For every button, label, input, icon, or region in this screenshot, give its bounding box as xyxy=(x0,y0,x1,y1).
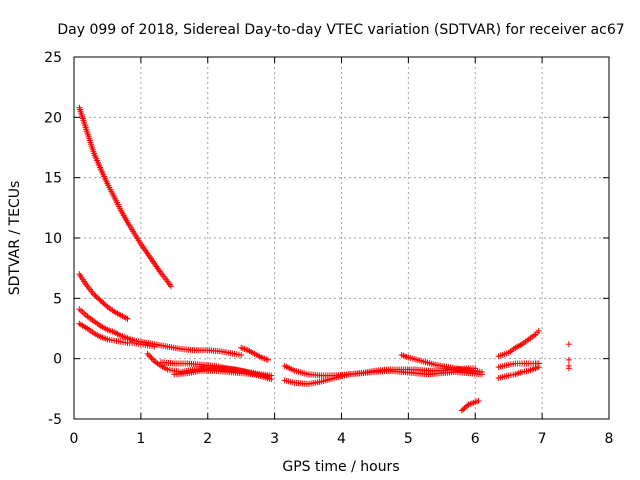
data-point xyxy=(144,350,151,357)
data-point xyxy=(565,365,572,372)
data-point xyxy=(167,283,174,290)
x-tick-label: 0 xyxy=(70,431,79,447)
x-axis-label: GPS time / hours xyxy=(282,459,399,475)
series-arc-8 xyxy=(171,367,271,380)
series-arc-15 xyxy=(495,364,542,381)
y-tick-label: 20 xyxy=(44,110,62,126)
series-arc-4 xyxy=(76,320,158,350)
x-tick-label: 7 xyxy=(538,431,547,447)
data-point xyxy=(148,355,155,362)
data-point xyxy=(147,353,154,360)
data-point xyxy=(238,352,245,359)
data-point xyxy=(565,356,572,363)
x-tick-label: 1 xyxy=(136,431,145,447)
data-point xyxy=(478,368,485,375)
y-tick-label: 25 xyxy=(44,50,62,66)
series-arc-11 xyxy=(398,352,485,375)
data-point xyxy=(264,356,271,363)
data-point xyxy=(145,352,152,359)
y-axis-label: SDTVAR / TECUs xyxy=(7,181,23,296)
grid-lines xyxy=(74,57,609,419)
y-tick-label: 10 xyxy=(44,231,62,247)
x-tick-label: 3 xyxy=(270,431,279,447)
data-point xyxy=(565,341,572,348)
axis-ticks xyxy=(73,56,610,420)
data-point xyxy=(475,397,482,404)
x-tick-label: 8 xyxy=(605,431,614,447)
data-point xyxy=(264,373,271,380)
x-tick-label: 6 xyxy=(471,431,480,447)
series-arc-5 xyxy=(238,344,271,363)
series-arc-3 xyxy=(76,306,245,359)
series-arc-13 xyxy=(495,327,542,360)
series-arc-10 xyxy=(281,362,485,379)
data-point xyxy=(464,402,471,409)
series-arc-12 xyxy=(458,397,482,414)
series-arc-2 xyxy=(76,271,131,322)
y-tick-label: 0 xyxy=(53,352,62,368)
data-point xyxy=(535,327,542,334)
series-arc-1 xyxy=(76,104,174,290)
x-tick-label: 5 xyxy=(404,431,413,447)
x-tick-label: 2 xyxy=(203,431,212,447)
data-points xyxy=(76,104,572,414)
data-point xyxy=(103,302,110,309)
y-tick-label: 15 xyxy=(44,171,62,187)
chart-title: Day 099 of 2018, Sidereal Day-to-day VTE… xyxy=(57,22,624,38)
data-point xyxy=(124,315,131,322)
data-point xyxy=(151,343,158,350)
series-arc-16 xyxy=(565,341,572,372)
data-point xyxy=(268,376,275,383)
x-tick-labels: 0 1 2 3 4 5 6 7 8 xyxy=(70,431,614,447)
y-tick-label: 5 xyxy=(53,291,62,307)
data-point xyxy=(535,364,542,371)
data-point xyxy=(149,356,156,363)
y-tick-label: -5 xyxy=(48,412,62,428)
y-tick-labels: -5 0 5 10 15 20 25 xyxy=(44,50,62,428)
x-tick-label: 4 xyxy=(337,431,346,447)
